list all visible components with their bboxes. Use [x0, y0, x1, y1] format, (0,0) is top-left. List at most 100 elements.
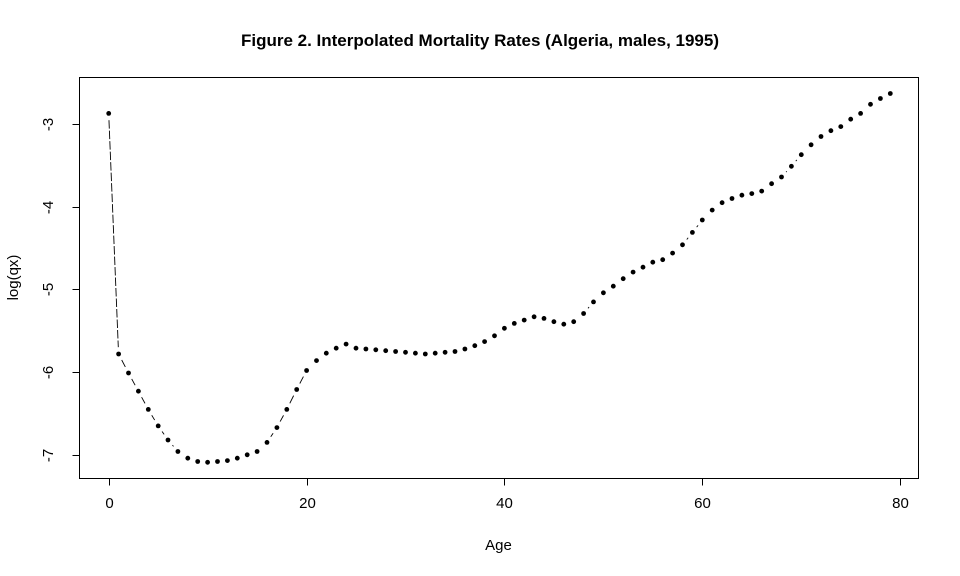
- data-point: [333, 345, 339, 351]
- connector-segment: [299, 376, 304, 384]
- x-tick-label: 0: [105, 495, 113, 512]
- data-point: [304, 368, 309, 373]
- data-point: [571, 319, 577, 325]
- connector-segment: [131, 378, 136, 386]
- data-point: [868, 101, 873, 107]
- data-point: [403, 349, 408, 355]
- data-point: [225, 458, 230, 463]
- data-point: [284, 407, 290, 412]
- data-point: [739, 192, 745, 198]
- data-point: [373, 347, 379, 353]
- data-point: [294, 387, 300, 392]
- data-point: [383, 348, 389, 354]
- data-point: [511, 321, 517, 326]
- y-tick-label: -3: [40, 118, 57, 131]
- data-point: [343, 341, 349, 347]
- data-point: [215, 459, 220, 464]
- data-point: [660, 257, 666, 263]
- data-point: [729, 196, 735, 201]
- data-point: [759, 188, 765, 194]
- connector-segment: [696, 225, 699, 228]
- data-point: [838, 124, 844, 129]
- data-point: [620, 276, 626, 282]
- x-tick-label: 80: [892, 495, 909, 512]
- data-point: [145, 407, 151, 412]
- data-point: [155, 423, 161, 429]
- data-point: [699, 217, 705, 223]
- connector-segment: [270, 432, 274, 438]
- x-axis-title: Age: [485, 537, 512, 554]
- data-point: [769, 181, 774, 187]
- data-point: [650, 259, 656, 265]
- data-point: [719, 200, 725, 206]
- data-point: [116, 351, 121, 357]
- data-point: [690, 230, 695, 235]
- connector-segment: [785, 170, 788, 173]
- y-axis-title: log(qx): [5, 255, 22, 301]
- data-point: [561, 321, 567, 327]
- data-point: [779, 174, 784, 180]
- y-tick-label: -4: [40, 201, 57, 214]
- data-point: [502, 325, 507, 331]
- data-point: [126, 370, 131, 376]
- data-point: [442, 349, 448, 355]
- data-point: [601, 290, 606, 296]
- connector-segment: [141, 396, 146, 404]
- data-point: [848, 116, 854, 122]
- data-point: [136, 388, 141, 394]
- data-point: [363, 346, 369, 352]
- data-point: [353, 345, 359, 351]
- data-point: [492, 333, 497, 339]
- data-point: [472, 343, 478, 349]
- data-point: [551, 319, 557, 325]
- data-point: [175, 449, 181, 454]
- data-point: [709, 207, 715, 213]
- data-point: [413, 350, 418, 356]
- data-point: [244, 452, 250, 458]
- y-tick-label: -7: [40, 449, 57, 462]
- connector-segment: [686, 237, 689, 240]
- data-point: [798, 152, 804, 158]
- data-point: [531, 314, 537, 320]
- data-point: [452, 349, 458, 354]
- chart-title: Figure 2. Interpolated Mortality Rates (…: [240, 31, 720, 50]
- plot-box: [79, 77, 919, 479]
- x-tick-label: 60: [694, 495, 711, 512]
- data-point: [670, 250, 675, 256]
- data-point: [234, 455, 240, 461]
- data-point: [195, 459, 201, 464]
- data-point: [630, 269, 636, 275]
- connector-segment: [151, 414, 156, 421]
- data-point: [482, 339, 487, 344]
- data-point: [254, 449, 260, 454]
- data-point: [789, 163, 794, 169]
- connector-segment: [161, 431, 165, 435]
- data-point: [887, 91, 893, 96]
- data-point: [640, 264, 646, 270]
- y-tick-label: -6: [40, 366, 57, 379]
- data-point: [541, 316, 547, 321]
- connector-segment: [289, 395, 295, 404]
- data-point: [422, 351, 428, 357]
- data-point: [521, 317, 527, 323]
- data-point: [808, 142, 814, 148]
- data-point: [106, 111, 112, 116]
- connector-segment: [172, 444, 174, 447]
- y-tick-label: -5: [40, 283, 57, 296]
- connector-segment: [121, 359, 126, 368]
- x-tick-label: 40: [496, 495, 513, 512]
- data-point: [185, 455, 191, 461]
- data-point: [274, 425, 280, 430]
- data-point: [462, 346, 468, 352]
- data-point: [610, 283, 616, 289]
- data-point: [818, 134, 824, 139]
- connector-segment: [587, 306, 590, 309]
- x-tick-label: 20: [299, 495, 316, 512]
- data-point: [323, 350, 329, 356]
- data-point: [581, 311, 586, 316]
- connector-segment: [279, 415, 284, 422]
- data-point: [393, 349, 398, 354]
- data-point: [878, 96, 883, 101]
